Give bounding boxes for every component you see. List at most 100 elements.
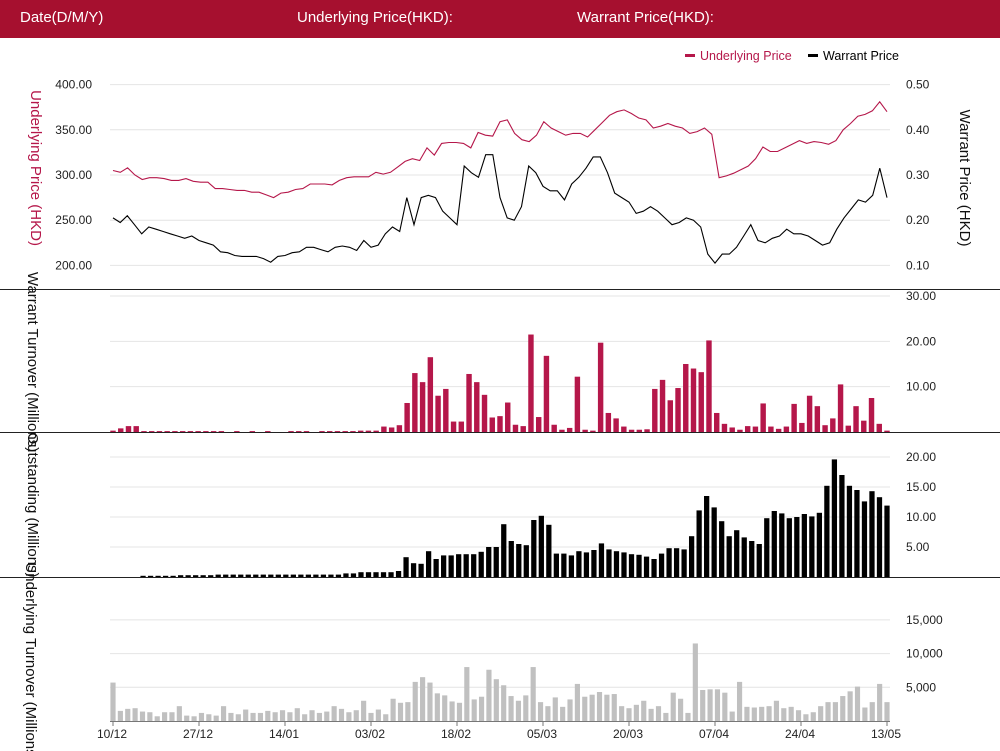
warrant-turnover-bar [481, 394, 488, 432]
outstanding-bar [583, 552, 590, 577]
outstanding-tick-label: 10.00 [906, 510, 936, 524]
underlying-price-label: Underlying Price(HKD): [297, 9, 453, 26]
underlying-turnover-bar [884, 702, 890, 721]
underlying-turnover-bar [220, 706, 227, 721]
warrant-turnover-bar [288, 431, 294, 432]
outstanding-bar [508, 541, 514, 577]
underlying-turnover-bar [729, 711, 735, 721]
outstanding-bar [711, 507, 717, 577]
underlying-turnover-bar [456, 702, 463, 721]
underlying-turnover-bar [714, 689, 721, 721]
warrant-turnover-bar [690, 368, 697, 432]
warrant-turnover-bar [195, 431, 201, 432]
outstanding-bar [771, 511, 777, 577]
price-left-tick-label: 300.00 [55, 168, 92, 182]
underlying-turnover-bar [206, 714, 212, 721]
underlying-turnover-bar [162, 712, 168, 721]
underlying-turnover-bar [132, 708, 138, 721]
warrant-turnover-bar [319, 431, 325, 432]
header-bar: Date(D/M/Y) Underlying Price(HKD): Warra… [0, 0, 1000, 38]
outstanding-bar [876, 497, 883, 577]
underlying-turnover-bar [803, 714, 809, 721]
price-left-tick-label: 400.00 [55, 78, 92, 92]
price-right-tick-label: 0.10 [906, 258, 930, 272]
warrant-turnover-bar [636, 429, 643, 432]
warrant-turnover-bar [520, 426, 526, 432]
warrant-turnover-bar [814, 406, 821, 432]
outstanding-bar [786, 518, 792, 577]
date-label: Date(D/M/Y) [20, 9, 104, 26]
warrant-turnover-bar [853, 406, 859, 432]
legend-swatch-warrant [808, 54, 818, 57]
outstanding-bar [403, 557, 409, 577]
warrant-turnover-bar [179, 431, 186, 432]
underlying-turnover-bar [560, 706, 566, 721]
warrant-turnover-bar [775, 428, 782, 432]
underlying-turnover-bar [213, 715, 219, 721]
price-right-tick-label: 0.50 [906, 78, 930, 92]
warrant-turnover-bar [760, 403, 766, 432]
underlying-turnover-bar [471, 699, 477, 721]
underlying-turnover-bar [405, 702, 411, 721]
outstanding-bar [598, 543, 605, 577]
underlying-turnover-bar [125, 708, 131, 721]
warrant-turnover-bar [559, 429, 565, 432]
warrant-turnover-bar [551, 424, 557, 432]
outstanding-bar [801, 514, 807, 577]
outstanding-bar [328, 574, 334, 577]
outstanding-bar [410, 563, 417, 577]
outstanding-bar [824, 485, 830, 577]
underlying-turnover-tick-label: 5,000 [906, 680, 936, 694]
outstanding-bar [726, 536, 732, 577]
warrant-turnover-bar [512, 424, 519, 432]
warrant-turnover-bar [334, 431, 341, 432]
warrant-turnover-bar [156, 431, 163, 432]
outstanding-bar [215, 574, 221, 577]
legend-warrant: Warrant Price [823, 49, 899, 63]
underlying-turnover-bar [736, 681, 743, 721]
underlying-turnover-bar [700, 689, 706, 721]
outstanding-bar [606, 549, 612, 577]
outstanding-bar [448, 555, 454, 577]
warrant-turnover-bar [768, 426, 774, 432]
outstanding-bar [688, 536, 695, 577]
underlying-turnover-bar [309, 710, 315, 721]
warrant-turnover-bar [822, 425, 828, 432]
warrant-turnover-bar [381, 426, 387, 432]
warrant-turnover-bar [683, 364, 689, 432]
outstanding-bar [185, 575, 191, 577]
warrant-turnover-bar [327, 431, 333, 432]
underlying-turnover-bar [604, 694, 610, 721]
underlying-turnover-bar [390, 698, 396, 721]
outstanding-bar [546, 524, 552, 577]
outstanding-bar [666, 548, 672, 577]
warrant-turnover-bar [714, 412, 720, 432]
outstanding-bar [681, 549, 687, 577]
outstanding-bar [794, 517, 800, 577]
x-axis-tick-label: 18/02 [441, 727, 471, 741]
underlying-turnover-bar [235, 714, 241, 721]
underlying-turnover-bar [169, 712, 175, 721]
warrant-turnover-tick-label: 20.00 [906, 334, 936, 348]
outstanding-bar [628, 554, 635, 577]
underlying-turnover-bar [294, 708, 300, 721]
warrant-turnover-axis-title: Warrant Turnover (Millions) [24, 272, 41, 452]
outstanding-bar [884, 505, 890, 577]
underlying-turnover-bar [795, 710, 802, 721]
outstanding-bar [501, 524, 507, 577]
underlying-turnover-bar [862, 707, 868, 721]
outstanding-bar [621, 552, 627, 577]
underlying-turnover-bar [184, 715, 190, 721]
warrant-turnover-bar [621, 426, 627, 432]
price-left-tick-label: 200.00 [55, 258, 92, 272]
underlying-turnover-bar [655, 706, 662, 721]
outstanding-bar [290, 574, 296, 577]
warrant-turnover-bar [861, 420, 867, 432]
underlying-turnover-bar [375, 709, 381, 721]
warrant-turnover-bar [505, 402, 511, 432]
outstanding-bar [170, 575, 176, 577]
underlying-turnover-bar [449, 701, 455, 721]
outstanding-bar [478, 551, 484, 577]
x-axis-tick-label: 27/12 [183, 727, 213, 741]
outstanding-bar [178, 575, 184, 577]
